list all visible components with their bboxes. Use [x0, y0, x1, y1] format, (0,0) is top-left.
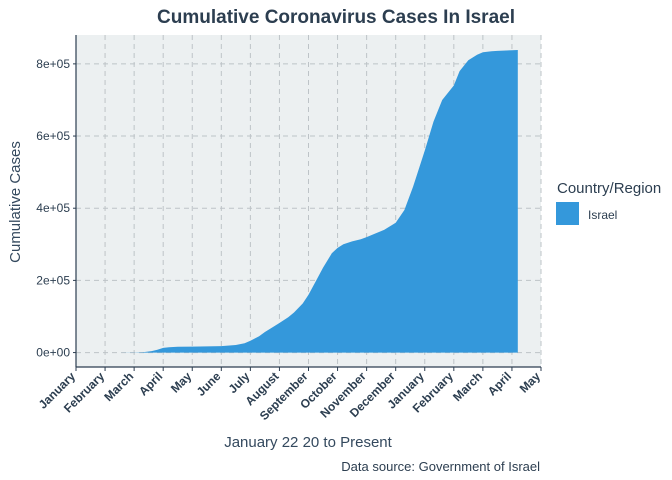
- x-tick-label-3: April: [136, 369, 165, 398]
- legend-label-israel: Israel: [588, 208, 617, 222]
- x-tick-label-14: March: [450, 369, 485, 404]
- y-tick-labels: 0e+00 2e+05 4e+05 6e+05 8e+05: [36, 57, 70, 360]
- legend-title: Country/Region: [557, 180, 661, 197]
- chart-title: Cumulative Coronavirus Cases In Israel: [157, 7, 515, 28]
- legend-key-israel: [556, 202, 579, 225]
- axes: [73, 35, 542, 371]
- y-tick-label-2: 4e+05: [36, 201, 70, 215]
- y-tick-label-4: 8e+05: [36, 57, 70, 71]
- y-tick-label-1: 2e+05: [36, 273, 70, 287]
- caption: Data source: Government of Israel: [341, 459, 540, 474]
- x-axis-title: January 22 20 to Present: [224, 434, 392, 451]
- x-tick-label-4: May: [168, 369, 195, 396]
- x-tick-label-16: May: [517, 369, 544, 396]
- x-tick-label-5: June: [194, 369, 224, 399]
- y-tick-label-3: 6e+05: [36, 129, 70, 143]
- y-tick-label-0: 0e+00: [36, 346, 70, 360]
- x-tick-label-2: March: [101, 369, 136, 404]
- legend: Country/Region Israel: [556, 180, 661, 225]
- x-tick-label-15: April: [485, 369, 514, 398]
- series-area-israel: [96, 50, 518, 353]
- y-axis-title: Cumulative Cases: [7, 141, 24, 263]
